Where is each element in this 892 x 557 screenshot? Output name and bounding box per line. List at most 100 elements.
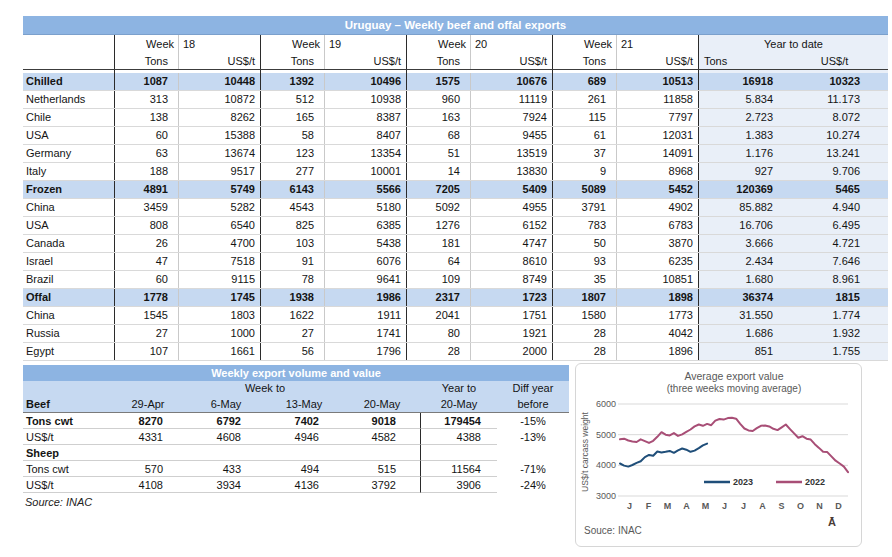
- usdt-value: 12031: [617, 127, 699, 144]
- row-label: Egypt: [23, 343, 115, 360]
- measure-label: Tons cwt: [23, 461, 109, 477]
- usdt-value: 1911: [325, 307, 407, 324]
- date-header: 29-Apr: [109, 396, 187, 412]
- week-value: 4136: [265, 477, 343, 493]
- ytd-tons-value: 5.834: [699, 91, 795, 108]
- tons-value: 47: [115, 253, 179, 270]
- empty-cell: [265, 445, 343, 461]
- empty-cell: [187, 445, 265, 461]
- source-note: Source: INAC: [23, 496, 569, 508]
- x-tick-label: A: [683, 501, 690, 511]
- ytd-usdt-value: 8.072: [795, 109, 888, 126]
- tons-value: 51: [407, 145, 471, 162]
- tons-value: 60: [115, 271, 179, 288]
- x-tick-label: S: [778, 501, 784, 511]
- measure-row: Tons cwt8270679274029018179454-15%: [23, 413, 569, 429]
- usdt-value: 5438: [325, 235, 407, 252]
- year-value: 3906: [421, 477, 497, 493]
- x-tick-label: D: [835, 501, 842, 511]
- x-tick-label: N: [816, 501, 823, 511]
- usdt-value: 2000: [471, 343, 553, 360]
- tons-value: 5089: [553, 181, 617, 198]
- year-date-header: 20-May: [421, 396, 497, 412]
- tons-value: 1276: [407, 217, 471, 234]
- week-value: 4108: [109, 477, 187, 493]
- export-value-chart: Average export value(three weeks moving …: [575, 363, 862, 547]
- ytd-usdt-value: 1.932: [795, 325, 888, 342]
- weekly-volume-table: Weekly export volume and value Week toYe…: [23, 365, 569, 508]
- tons-value: 1575: [407, 73, 471, 90]
- ytd-usdt-value: 1815: [795, 289, 888, 306]
- row-label: USA: [23, 217, 115, 234]
- tons-value: 35: [553, 271, 617, 288]
- row-label: Offal: [23, 289, 115, 306]
- usdt-value: 6235: [617, 253, 699, 270]
- weekly-table-group-header: Week toYear toDiff year: [23, 381, 569, 396]
- country-row: Russia2710002717418019212840421.6861.932: [23, 325, 888, 343]
- usdt-value: 8262: [179, 109, 261, 126]
- ytd-tons-value: 2.723: [699, 109, 795, 126]
- empty-cell: [421, 445, 497, 461]
- tons-value: 6143: [261, 181, 325, 198]
- corner-mark: Ā: [828, 516, 836, 528]
- usdt-header: US$/t: [325, 53, 407, 69]
- usdt-value: 15388: [179, 127, 261, 144]
- usdt-value: 1803: [179, 307, 261, 324]
- export-value-chart-canvas: Average export value(three weeks moving …: [576, 364, 861, 546]
- weekly-table-body: Tons cwt8270679274029018179454-15%US$/t4…: [23, 413, 569, 493]
- week-value: 4582: [343, 429, 421, 445]
- tons-value: 37: [553, 145, 617, 162]
- country-row: Canada264700103543818147475038703.6664.7…: [23, 235, 888, 253]
- row-label: Netherlands: [23, 91, 115, 108]
- country-row: Italy1889517277100011413830989689279.706: [23, 163, 888, 181]
- section-row: Offal17781745193819862317172318071898363…: [23, 289, 888, 307]
- usdt-value: 4042: [617, 325, 699, 342]
- tons-value: 7205: [407, 181, 471, 198]
- tons-value: 80: [407, 325, 471, 342]
- tons-value: 109: [407, 271, 471, 288]
- usdt-value: 1745: [179, 289, 261, 306]
- usdt-value: 1773: [617, 307, 699, 324]
- country-row: Egypt10716615617962820002818968511.755: [23, 343, 888, 361]
- usdt-value: 5566: [325, 181, 407, 198]
- measure-row: Tons cwt57043349451511564-71%: [23, 461, 569, 477]
- usdt-value: 7924: [471, 109, 553, 126]
- tons-value: 1938: [261, 289, 325, 306]
- corner-cell: [23, 35, 115, 53]
- tons-header: Tons: [261, 53, 325, 69]
- week-number: 21: [617, 35, 699, 53]
- ytd-usdt-value: 4.940: [795, 199, 888, 216]
- week-value: 7402: [265, 413, 343, 429]
- ytd-usdt-value: 5465: [795, 181, 888, 198]
- week-value: 494: [265, 461, 343, 477]
- country-row: China1545180316221911204117511580177331.…: [23, 307, 888, 325]
- row-label: Russia: [23, 325, 115, 342]
- measure-row: US$/t43314608494645824388-13%: [23, 429, 569, 445]
- tons-value: 188: [115, 163, 179, 180]
- tons-value: 163: [407, 109, 471, 126]
- weekly-table-date-header: Beef29-Apr6-May13-May20-May20-Maybefore: [23, 396, 569, 413]
- ytd-tons-value: 1.176: [699, 145, 795, 162]
- tons-value: 107: [115, 343, 179, 360]
- exports-table: Uruguay – Weekly beef and offal exports …: [23, 16, 888, 361]
- row-label: Israel: [23, 253, 115, 270]
- week-value: 3792: [343, 477, 421, 493]
- usdt-value: 13519: [471, 145, 553, 162]
- tons-value: 2041: [407, 307, 471, 324]
- ytd-usdt-value: 9.706: [795, 163, 888, 180]
- tons-value: 689: [553, 73, 617, 90]
- usdt-value: 13354: [325, 145, 407, 162]
- weekly-volume-table-title: Weekly export volume and value: [23, 365, 569, 381]
- ytd-tons-value: 120369: [699, 181, 795, 198]
- usdt-value: 11858: [617, 91, 699, 108]
- country-row: Brazil609115789641109874935108511.6808.9…: [23, 271, 888, 289]
- tons-value: 28: [407, 343, 471, 360]
- usdt-value: 6783: [617, 217, 699, 234]
- tons-value: 165: [261, 109, 325, 126]
- usdt-value: 9641: [325, 271, 407, 288]
- usdt-value: 9115: [179, 271, 261, 288]
- ytd-tons-value: 36374: [699, 289, 795, 306]
- ytd-usdt-value: 11.173: [795, 91, 888, 108]
- tons-value: 27: [115, 325, 179, 342]
- usdt-value: 5452: [617, 181, 699, 198]
